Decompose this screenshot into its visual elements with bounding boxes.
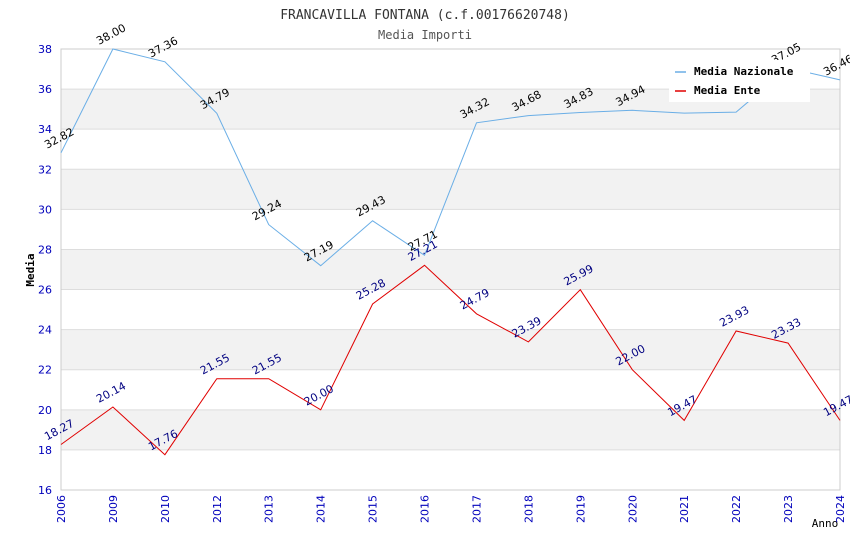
x-tick-label: 2018 (522, 495, 535, 523)
x-tick-label: 2013 (263, 495, 276, 523)
x-tick-label: 2010 (159, 495, 172, 523)
y-tick-label: 28 (38, 243, 52, 256)
grid-band (61, 329, 840, 370)
data-label: 23.93 (717, 303, 751, 329)
x-tick-label: 2015 (367, 495, 380, 523)
data-label: 36.46 (821, 52, 850, 78)
legend-box (669, 60, 810, 102)
series-line-media-nazionale (60, 48, 841, 267)
y-tick-label: 24 (38, 324, 52, 337)
series-line-media-ente (60, 264, 841, 456)
y-axis-label: Media (24, 253, 37, 286)
legend-label-media-ente: Media Ente (694, 84, 761, 97)
y-tick-label: 30 (38, 203, 52, 216)
x-tick-label: 2021 (678, 495, 691, 523)
x-tick-label: 2014 (315, 495, 328, 523)
x-tick-label: 2020 (626, 495, 639, 523)
plot-border (60, 48, 841, 491)
y-tick-label: 18 (38, 444, 52, 457)
data-label: 37.36 (146, 34, 180, 60)
legend-label-media-nazionale: Media Nazionale (694, 65, 794, 78)
y-axis-ticks: 16 18 20 22 24 26 28 30 32 34 36 38 (38, 43, 52, 497)
y-tick-label: 34 (38, 123, 52, 136)
x-tick-label: 2024 (834, 495, 847, 523)
x-tick-label: 2009 (107, 495, 120, 523)
x-tick-label: 2016 (419, 495, 432, 523)
y-tick-label: 32 (38, 163, 52, 176)
data-label: 20.00 (302, 382, 336, 408)
x-tick-label: 2023 (782, 495, 795, 523)
x-axis-ticks: 2006 2009 2010 2012 2013 2014 2015 2016 2017 2018… (55, 495, 847, 523)
x-tick-label: 2017 (470, 495, 483, 523)
y-tick-label: 16 (38, 484, 52, 497)
data-label: 38.00 (94, 21, 128, 47)
chart-subtitle: Media Importi (378, 28, 472, 42)
legend: Media Nazionale Media Ente (669, 60, 810, 102)
y-tick-label: 22 (38, 364, 52, 377)
y-tick-label: 38 (38, 43, 52, 56)
y-tick-label: 20 (38, 404, 52, 417)
grid-band (61, 249, 840, 290)
y-tick-label: 36 (38, 83, 52, 96)
data-label: 20.14 (94, 379, 128, 405)
y-tick-label: 26 (38, 284, 52, 297)
x-tick-label: 2012 (211, 495, 224, 523)
x-tick-label: 2006 (55, 495, 68, 523)
grid-bands (61, 89, 840, 450)
series-lines (60, 48, 841, 456)
x-axis-label: Anno (812, 517, 839, 530)
x-tick-label: 2022 (730, 495, 743, 523)
data-label: 24.79 (458, 286, 492, 312)
chart-title: FRANCAVILLA FONTANA (c.f.00176620748) (280, 8, 570, 23)
grid-band (61, 409, 840, 450)
x-tick-label: 2019 (574, 495, 587, 523)
